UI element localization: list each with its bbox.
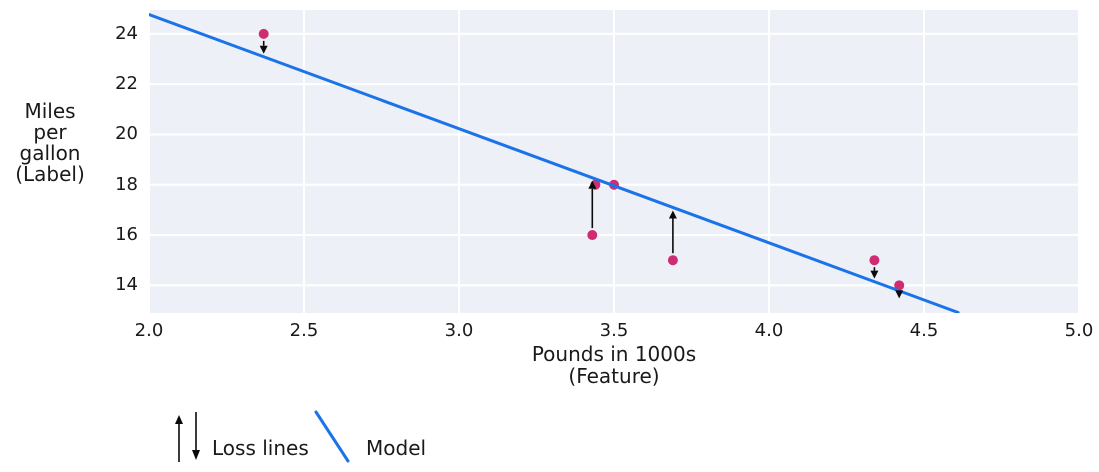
x-tick-label: 3.0 <box>444 320 474 341</box>
y-tick-label: 20 <box>115 123 138 145</box>
data-point <box>587 230 598 241</box>
x-tick-label: 2.5 <box>289 320 319 341</box>
y-axis-title-line-3: (Label) <box>15 162 85 186</box>
data-point <box>667 255 678 266</box>
y-axis-title-line-2: per gallon <box>19 120 81 165</box>
y-tick-label: 24 <box>115 22 138 44</box>
y-axis-title: Miles per gallon (Label) <box>0 101 100 185</box>
data-point <box>869 255 880 266</box>
y-tick-label: 14 <box>115 274 138 296</box>
loss-arrow-head <box>259 45 268 54</box>
loss-arrow-head <box>588 180 597 189</box>
legend-label-loss: Loss lines <box>212 436 309 460</box>
loss-arrow-head <box>668 210 677 219</box>
data-point <box>894 280 905 291</box>
y-axis-title-line-1: Miles <box>24 99 76 123</box>
y-tick-label: 16 <box>115 224 138 246</box>
legend-label-model: Model <box>366 436 427 460</box>
plot-area <box>149 10 1079 313</box>
x-axis-title-line-1: Pounds in 1000s <box>531 342 697 366</box>
y-tick-label: 18 <box>115 173 138 195</box>
model-line-icon <box>314 410 350 463</box>
x-axis-title-line-2: (Feature) <box>568 364 660 388</box>
y-tick-label: 22 <box>115 73 138 95</box>
x-tick-label: 5.0 <box>1064 320 1094 341</box>
x-tick-label: 2.0 <box>134 320 164 341</box>
loss-arrow-head <box>895 290 904 299</box>
x-axis-title: Pounds in 1000s (Feature) <box>149 343 1079 387</box>
x-tick-label: 4.5 <box>909 320 939 341</box>
model-line <box>149 13 960 313</box>
loss-arrow-head <box>870 270 879 279</box>
x-tick-label: 3.5 <box>599 320 629 341</box>
loss-arrows-icon <box>175 412 200 462</box>
x-tick-label: 4.0 <box>754 320 784 341</box>
data-point <box>258 28 269 39</box>
